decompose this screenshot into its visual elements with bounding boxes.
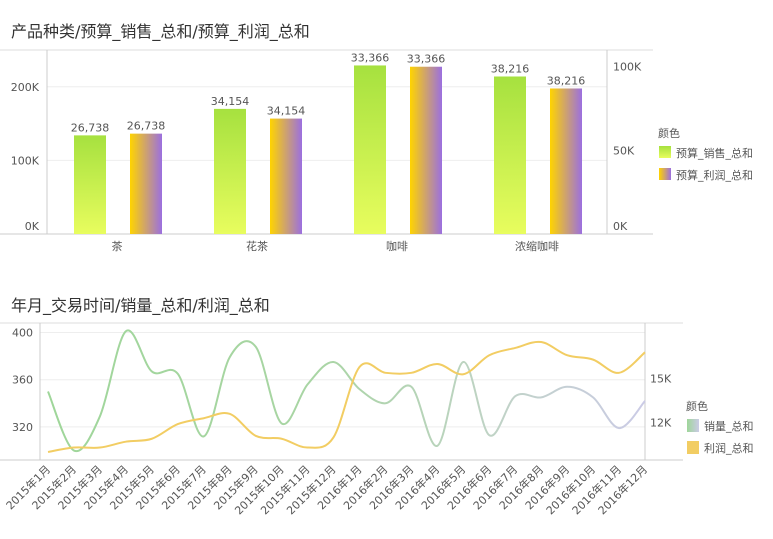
legend-swatch: [659, 146, 671, 158]
x-axis-tick: 咖啡: [386, 239, 408, 253]
right-axis-tick: 12K: [650, 417, 672, 430]
x-axis-tick: 茶: [112, 240, 123, 253]
bar-data-label: 34,154: [267, 105, 306, 118]
legend-swatch: [687, 419, 699, 432]
line-chart-title: 年月_交易时间/销量_总和/利润_总和: [11, 296, 270, 315]
bar-data-label: 26,738: [127, 120, 166, 133]
left-axis-tick: 200K: [11, 81, 40, 94]
legend-label: 预算_销售_总和: [676, 146, 753, 160]
x-axis-tick: 花茶: [246, 240, 268, 253]
bar: [130, 133, 162, 234]
right-axis-tick: 100K: [613, 61, 642, 74]
bar-data-label: 33,366: [407, 53, 446, 66]
right-axis-tick: 50K: [613, 144, 635, 157]
bar-chart-title: 产品种类/预算_销售_总和/预算_利润_总和: [11, 22, 310, 41]
right-axis-tick: 0K: [613, 220, 628, 233]
bar: [494, 76, 526, 234]
legend-swatch: [659, 168, 671, 180]
left-axis-tick: 400: [12, 326, 33, 339]
legend-label: 利润_总和: [704, 441, 754, 455]
bar-data-label: 38,216: [547, 74, 586, 87]
bar: [410, 66, 442, 235]
left-axis-tick: 360: [12, 374, 33, 387]
legend-title: 颜色: [686, 399, 708, 413]
right-axis-tick: 15K: [650, 373, 672, 386]
legend-title: 颜色: [658, 126, 680, 140]
bar-data-label: 33,366: [351, 51, 390, 64]
series-line-profit: [47, 340, 646, 453]
bar-data-label: 34,154: [211, 95, 250, 108]
x-axis-tick: 浓缩咖啡: [515, 239, 559, 253]
series-line-sales: [47, 329, 646, 453]
bar: [214, 108, 246, 234]
left-axis-tick: 100K: [11, 154, 40, 167]
left-axis-tick: 0K: [25, 220, 40, 233]
bar: [270, 118, 302, 234]
legend-swatch: [687, 441, 699, 454]
left-axis-tick: 320: [12, 421, 33, 434]
legend-label: 销量_总和: [704, 419, 754, 433]
bar-data-label: 26,738: [71, 121, 110, 134]
bar-data-label: 38,216: [491, 62, 530, 75]
bar: [550, 88, 582, 235]
bar: [74, 135, 106, 234]
legend-label: 预算_利润_总和: [676, 168, 753, 182]
bar: [354, 65, 386, 235]
